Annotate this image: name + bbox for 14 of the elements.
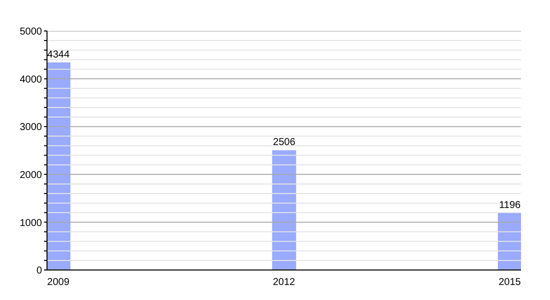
y-tick-label: 1000: [20, 218, 42, 229]
data-label: 4344: [47, 49, 70, 60]
y-tick-label: 5000: [20, 26, 42, 38]
y-tick-label: 0: [36, 266, 42, 277]
x-tick-label: 2012: [272, 277, 296, 288]
bar: [272, 150, 296, 270]
y-tick-label: 3000: [20, 122, 42, 134]
y-tick-label: 2000: [20, 170, 42, 181]
y-tick-label: 4000: [20, 74, 42, 86]
data-label: 1196: [499, 200, 522, 211]
data-label: 2506: [273, 137, 296, 148]
bar: [498, 212, 521, 270]
x-tick-label: 2009: [47, 277, 70, 288]
x-tick-label: 2015: [498, 277, 522, 288]
